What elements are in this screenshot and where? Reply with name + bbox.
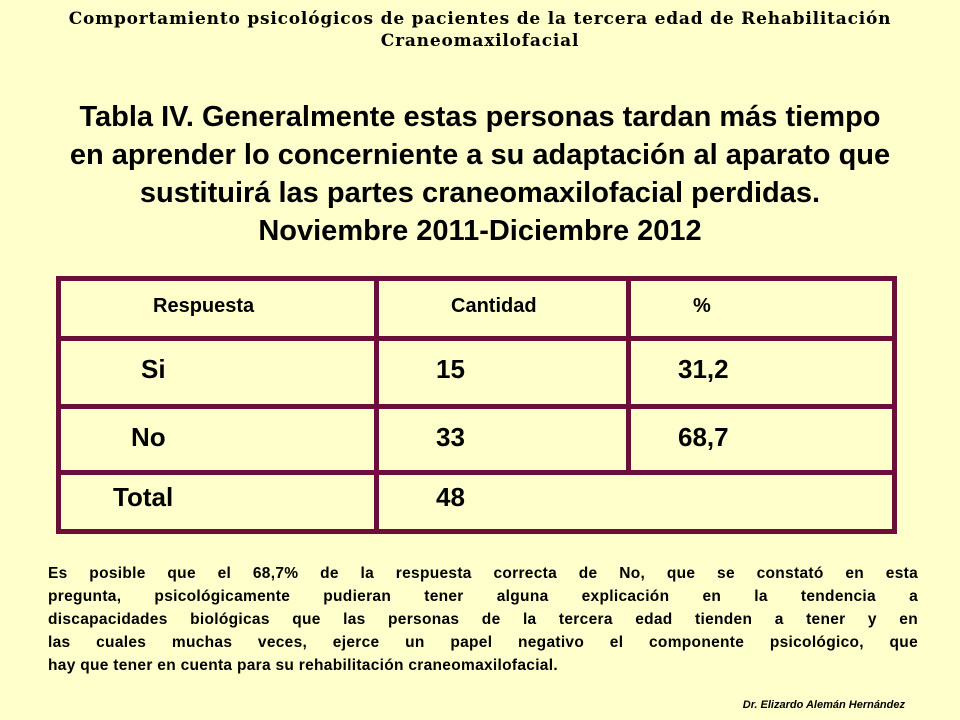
cell-cantidad: 15: [436, 354, 465, 384]
header: Comportamiento psicológicos de pacientes…: [40, 8, 920, 52]
paragraph-line: hay que tener en cuenta para su rehabili…: [48, 657, 558, 674]
header-line-2: Craneomaxilofacial: [380, 31, 580, 51]
table-title: Tabla IV. Generalmente estas personas ta…: [20, 98, 940, 250]
data-table: Respuesta Cantidad % Si 15 31,2 No 33 68…: [56, 276, 897, 534]
column-divider: [626, 281, 631, 470]
cell-cantidad: 33: [436, 422, 465, 452]
cell-respuesta: No: [131, 422, 166, 452]
header-cell-cantidad: Cantidad: [451, 295, 537, 317]
table-row: No 33 68,7: [61, 409, 892, 475]
title-line-3: sustituirá las partes craneomaxilofacial…: [139, 177, 821, 209]
header-line-1: Comportamiento psicológicos de pacientes…: [68, 9, 892, 29]
cell-respuesta: Si: [141, 354, 166, 384]
cell-respuesta: Total: [113, 482, 174, 512]
title-line-4: Noviembre 2011-Diciembre 2012: [258, 215, 702, 247]
commentary-paragraph: Es posible que el 68,7% de la respuesta …: [48, 562, 918, 677]
cell-percent: 68,7: [678, 422, 729, 452]
title-line-1: Tabla IV. Generalmente estas personas ta…: [79, 101, 881, 133]
table-row: Total 48: [61, 475, 892, 529]
table-header-row: Respuesta Cantidad %: [61, 281, 892, 341]
paragraph-line: las cuales muchas veces, ejerce un papel…: [48, 634, 918, 651]
title-line-2: en aprender lo concerniente a su adaptac…: [69, 139, 891, 171]
paragraph-line: discapacidades biológicas que las person…: [48, 611, 918, 628]
header-cell-respuesta: Respuesta: [153, 295, 255, 317]
cell-percent: 31,2: [678, 354, 729, 384]
paragraph-line: Es posible que el 68,7% de la respuesta …: [48, 565, 918, 582]
header-cell-percent: %: [693, 295, 711, 317]
author-credit: Dr. Elizardo Alemán Hernández: [742, 699, 905, 711]
paragraph-line: pregunta, psicológicamente pudieran tene…: [48, 588, 918, 605]
table-row: Si 15 31,2: [61, 341, 892, 409]
cell-cantidad: 48: [436, 482, 465, 512]
